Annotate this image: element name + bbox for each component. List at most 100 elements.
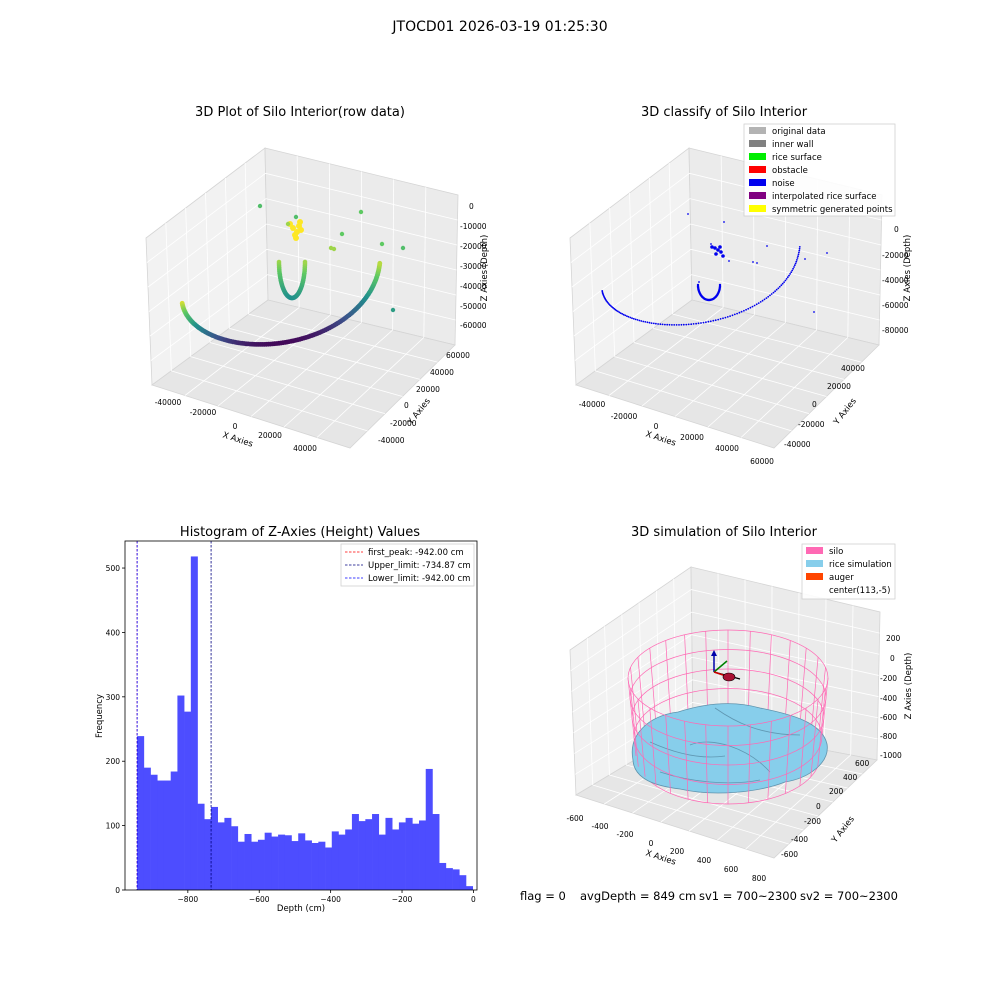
classify-point (788, 274, 790, 277)
raw-gridline (248, 313, 438, 363)
classify-point (719, 250, 723, 254)
raw-z-tick: -50000 (460, 302, 487, 311)
simulation-y-tick: 200 (829, 787, 844, 796)
classify-point (738, 311, 741, 314)
legend-label-interpolated-rice-surface: interpolated rice surface (772, 192, 877, 202)
histogram-bar (351, 814, 359, 890)
classify-point (794, 262, 797, 265)
classify-point (615, 309, 618, 312)
raw-y-tick: -20000 (390, 419, 417, 428)
classify-point (798, 249, 801, 252)
histogram-bar (257, 839, 265, 890)
classify-point (797, 255, 799, 258)
classify-y-ticks: -40000 -20000 0 20000 40000 (784, 364, 865, 449)
classify-point (642, 320, 645, 323)
classify-point (648, 321, 651, 324)
classify-point (655, 322, 657, 325)
legend-label-auger: auger (829, 573, 854, 583)
classify-point (705, 321, 707, 324)
classify-point (733, 313, 736, 316)
histogram-y-tick: 300 (106, 693, 121, 702)
raw-point (293, 214, 299, 220)
classify-point (636, 319, 639, 321)
histogram-bar (318, 841, 326, 890)
simulation-gridline (824, 599, 827, 751)
classify-point (791, 269, 794, 272)
classify-point (763, 298, 766, 301)
legend-label-upper-limit: Upper_limit: -734.87 cm (368, 561, 471, 571)
classify-point (659, 323, 662, 326)
raw-y-tick: 0 (404, 401, 409, 410)
raw-z-tick: 0 (469, 202, 474, 211)
histogram-bar (251, 841, 259, 890)
classify-point (761, 299, 764, 302)
histogram-bar (412, 823, 420, 890)
legend-label-rice-simulation: rice simulation (829, 560, 892, 570)
simulation-z-tick: 0 (890, 654, 895, 663)
histogram-y-tick: 500 (106, 564, 121, 573)
raw-point (400, 245, 406, 251)
classify-point (664, 323, 666, 326)
classify-point (612, 306, 614, 309)
classify-point (778, 285, 781, 288)
classify-point (718, 283, 722, 287)
raw-point (298, 227, 304, 233)
classify-z-tick: 0 (894, 225, 899, 234)
classify-point (695, 322, 697, 325)
simulation-3d-panel: 3D simulation of Silo Interior silo rice… (566, 525, 914, 883)
classify-point (726, 316, 729, 318)
classify-point (650, 322, 653, 324)
classify-point (772, 291, 775, 294)
simulation-y-ticks: -600 -400 -200 0 200 400 600 (781, 759, 870, 859)
classify-x-tick: -20000 (611, 412, 638, 421)
histogram-bar (325, 847, 333, 890)
raw-x-ticks: -40000 -20000 0 20000 40000 (155, 398, 317, 453)
classify-point (719, 318, 722, 320)
simulation-z-tick: -200 (880, 674, 897, 683)
classify-point (793, 264, 796, 267)
legend-swatch-original-data (749, 127, 766, 134)
classify-point (627, 315, 630, 318)
classify-point (617, 310, 619, 313)
histogram-bar (378, 834, 386, 890)
simulation-gridline (571, 611, 880, 692)
classify-point (728, 260, 730, 262)
classify-z-tick: -40000 (882, 276, 909, 285)
histogram-x-ticks: −800 −600 −400 −200 0 (178, 890, 476, 904)
legend-swatch-interpolated-rice-surface (749, 192, 766, 199)
silo-ring (627, 629, 829, 727)
classify-point (797, 253, 800, 256)
simulation-z-ticks: 200 0 -200 -400 -600 -800 -1000 (880, 634, 902, 760)
raw-point (331, 246, 337, 252)
legend-label-silo: silo (829, 547, 843, 557)
histogram-bar (425, 768, 433, 890)
classify-point (619, 312, 622, 314)
auger-assembly (711, 650, 741, 682)
histogram-bar (358, 821, 366, 890)
histogram-bar (304, 840, 312, 890)
classify-x-label: X Axies (644, 429, 677, 448)
histogram-bar (278, 834, 286, 890)
simulation-title: 3D simulation of Silo Interior (631, 525, 818, 540)
classify-point (789, 273, 791, 275)
simulation-y-tick: 400 (843, 773, 858, 782)
classify-point (759, 301, 762, 303)
simulation-x-ticks: -600 -400 -200 0 200 400 600 800 (566, 814, 766, 883)
raw-point (339, 231, 345, 237)
histogram-bar (466, 886, 474, 890)
classify-y-tick: 40000 (841, 364, 865, 373)
histogram-y-tick: 400 (106, 628, 121, 637)
classify-point (743, 309, 745, 312)
raw-z-tick: -10000 (460, 222, 487, 231)
legend-swatch-rice-surface (749, 153, 766, 160)
classify-z-ticks: 0 -20000 -40000 -60000 -80000 (882, 225, 909, 335)
histogram-bar (419, 820, 427, 890)
auger-head (722, 672, 736, 682)
histogram-bar (432, 814, 440, 890)
classify-point (646, 321, 649, 324)
classify-point (638, 319, 641, 322)
classify-point (640, 320, 643, 322)
classify-point (777, 287, 780, 290)
classify-point (618, 311, 621, 314)
legend-swatch-obstacle (749, 166, 766, 173)
